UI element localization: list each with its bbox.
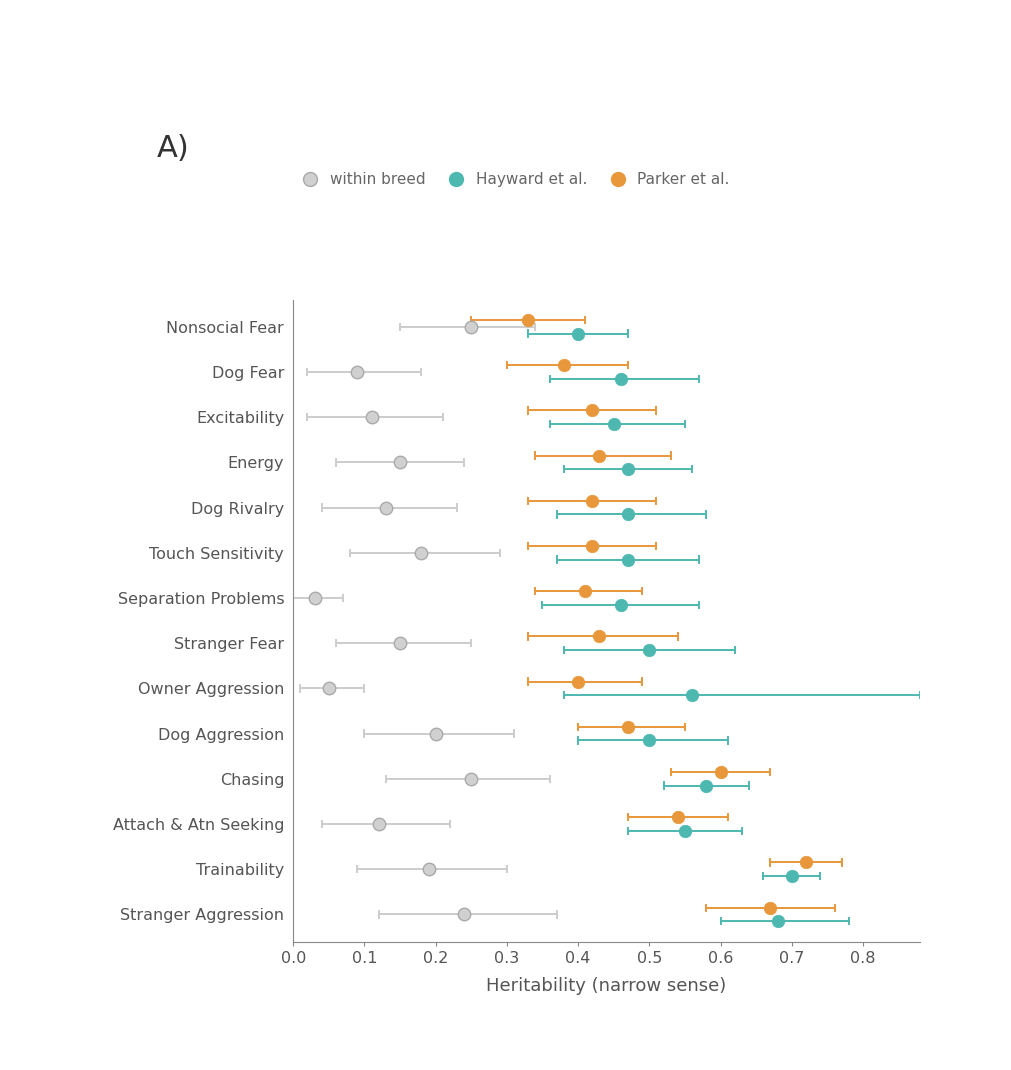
Legend: within breed, Hayward et al., Parker et al.: within breed, Hayward et al., Parker et … (288, 166, 736, 194)
X-axis label: Heritability (narrow sense): Heritability (narrow sense) (486, 977, 727, 995)
Text: A): A) (157, 134, 189, 163)
